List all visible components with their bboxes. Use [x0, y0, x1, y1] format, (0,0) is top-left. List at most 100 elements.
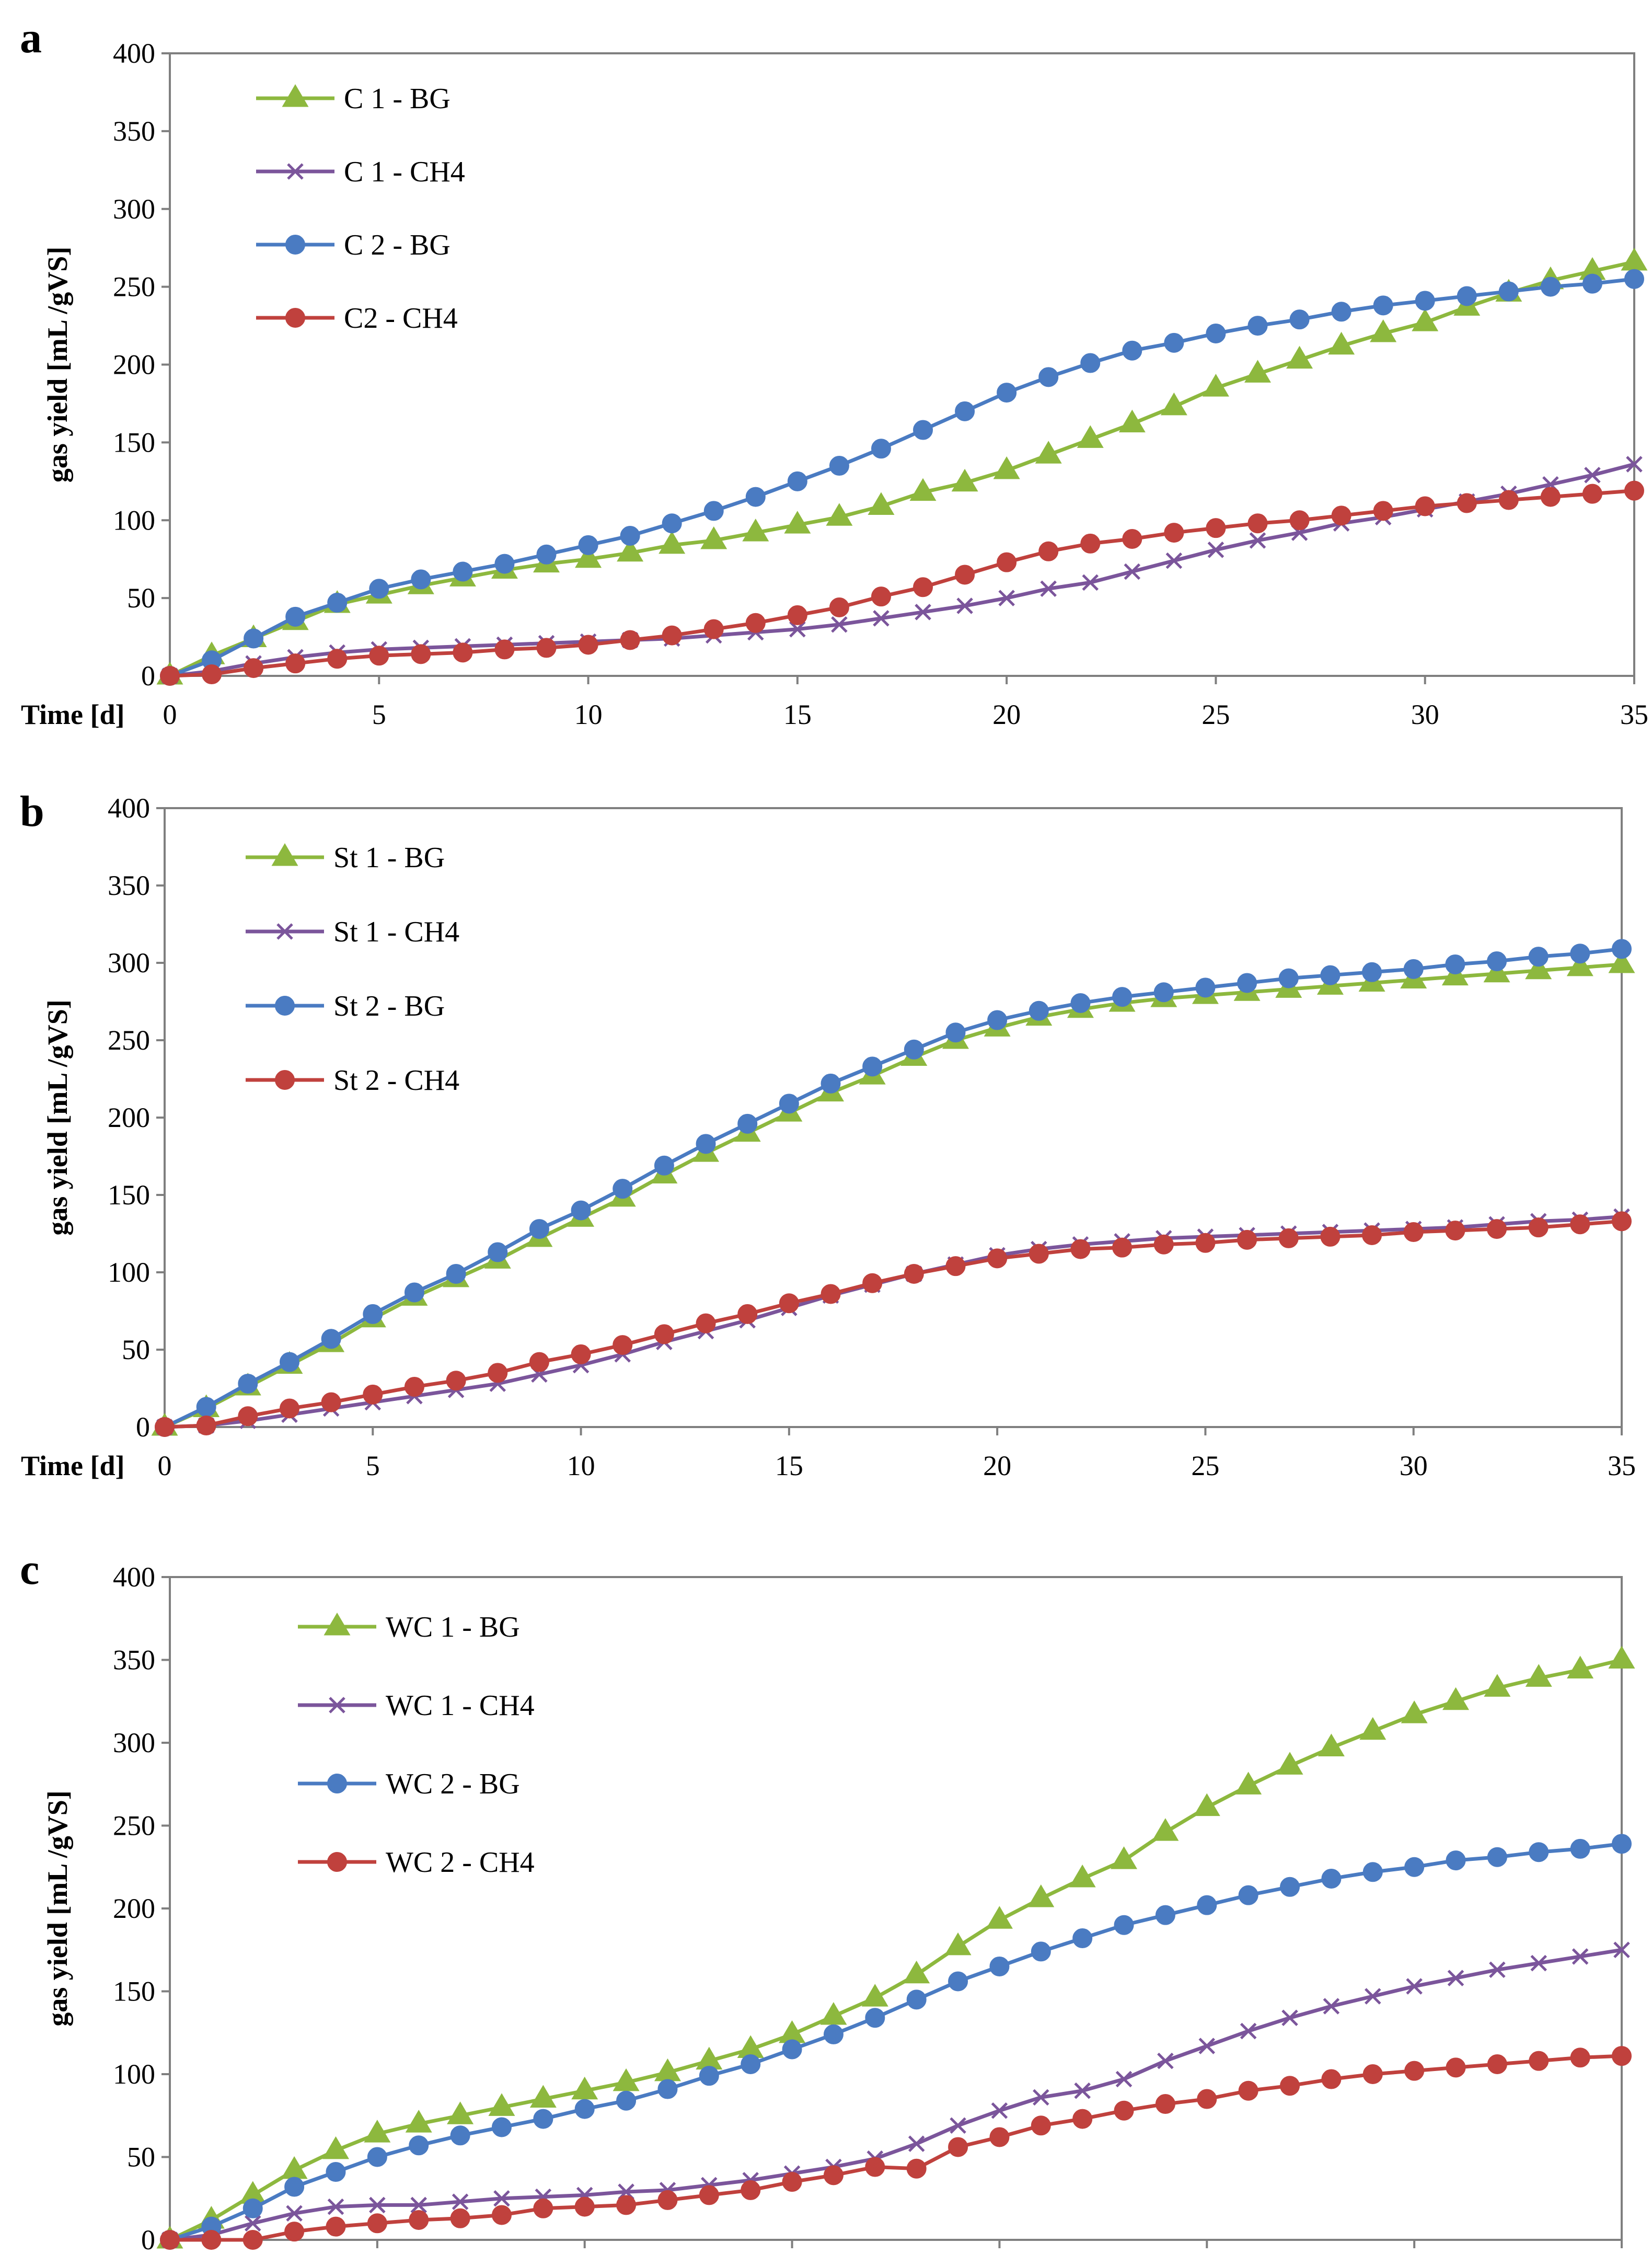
data-point	[1487, 1847, 1507, 1867]
data-point	[1122, 340, 1142, 361]
y-tick-label: 200	[113, 1893, 155, 1924]
data-point	[1608, 1646, 1635, 1669]
data-point	[1487, 2054, 1507, 2074]
data-point	[1362, 1862, 1383, 1882]
data-point	[904, 1039, 924, 1060]
legend-label: WC 2 - CH4	[386, 1846, 535, 1879]
legend-swatch-marker	[287, 163, 304, 180]
data-point	[1112, 1237, 1133, 1258]
data-point	[1320, 965, 1341, 985]
legend-item: WC 2 - CH4	[298, 1846, 535, 1879]
legend-swatch-marker	[271, 843, 298, 866]
data-point	[1198, 2038, 1216, 2054]
data-point	[1157, 2052, 1174, 2069]
data-point	[409, 2210, 429, 2230]
data-point	[321, 1329, 341, 1349]
data-point	[826, 503, 853, 526]
data-point	[737, 1113, 758, 1134]
data-point	[1570, 2048, 1590, 2068]
data-point	[529, 1352, 549, 1372]
legend-swatch-marker	[282, 84, 309, 107]
data-point	[578, 535, 598, 555]
data-point	[1318, 1733, 1345, 1757]
data-point	[1033, 2089, 1049, 2106]
data-point	[574, 2196, 595, 2217]
data-point	[1320, 1226, 1341, 1247]
data-point	[1155, 2094, 1175, 2114]
data-point	[244, 658, 264, 678]
data-point	[1197, 2089, 1217, 2109]
data-point	[1152, 1818, 1179, 1841]
data-point	[1244, 360, 1271, 383]
data-point	[1359, 1717, 1387, 1740]
data-point	[620, 526, 640, 546]
data-point	[1608, 950, 1635, 973]
series-line	[169, 1948, 1622, 2242]
y-axis-title: gas yield [mL /gVS]	[42, 1790, 73, 2027]
data-point	[997, 552, 1017, 572]
data-point	[1457, 493, 1477, 513]
data-point	[453, 642, 473, 663]
data-point	[1489, 1961, 1506, 1979]
data-point	[1247, 316, 1268, 336]
data-point	[1498, 281, 1519, 302]
data-point	[411, 644, 431, 664]
data-point	[369, 579, 389, 599]
legend-item: St 1 - CH4	[246, 916, 459, 948]
legend-item: C 2 - BG	[256, 229, 450, 261]
data-point	[998, 590, 1015, 606]
data-point	[1446, 2057, 1466, 2078]
data-point	[993, 456, 1020, 479]
panel-b: b 0 50 100 150 200 250 300 350 400 0 5 10 15 20 25 30 35 T…	[20, 787, 1636, 1481]
data-point	[1613, 1941, 1630, 1959]
data-point	[784, 511, 811, 534]
y-tick-label: 150	[108, 1179, 150, 1211]
data-point	[410, 2196, 427, 2214]
data-point	[160, 2230, 180, 2250]
data-point	[703, 619, 724, 639]
data-point	[1406, 1978, 1423, 1995]
x-axis-title: Time [d]	[21, 699, 125, 730]
data-point	[488, 2093, 515, 2116]
y-tick-label: 50	[127, 582, 155, 614]
data-point	[823, 2165, 844, 2186]
data-point	[1289, 309, 1310, 330]
data-point	[447, 2101, 474, 2124]
data-point	[1153, 982, 1174, 1003]
data-point	[1153, 1234, 1174, 1255]
series-line	[164, 962, 1622, 1429]
y-tick-label: 100	[108, 1257, 150, 1288]
data-point	[1027, 1884, 1055, 1907]
data-point	[1540, 487, 1561, 507]
legend-label: St 1 - BG	[333, 842, 445, 874]
data-point	[1582, 273, 1602, 294]
data-point	[662, 513, 682, 534]
data-point	[1237, 973, 1257, 993]
data-point	[367, 2147, 387, 2167]
data-point	[904, 1263, 924, 1284]
data-point	[737, 1304, 758, 1324]
y-tick-label: 0	[141, 2224, 155, 2256]
data-point	[1404, 2061, 1425, 2081]
data-point	[1165, 552, 1183, 569]
data-point	[662, 625, 682, 646]
data-point	[906, 2158, 927, 2179]
data-point	[1195, 977, 1216, 998]
data-point	[906, 1989, 927, 2010]
data-point	[873, 610, 889, 627]
data-point	[533, 2109, 553, 2129]
legend-item: C2 - CH4	[256, 302, 458, 335]
legend-item: C 1 - CH4	[256, 156, 465, 188]
x-tick-label: 15	[778, 2263, 806, 2266]
data-point	[1412, 308, 1439, 331]
data-point	[453, 561, 473, 582]
data-point	[1403, 959, 1424, 979]
data-point	[787, 471, 807, 491]
x-tick-label: 10	[571, 2263, 599, 2266]
data-point	[989, 2127, 1010, 2147]
data-point	[945, 1256, 966, 1276]
data-point	[1621, 248, 1648, 271]
data-point	[955, 401, 975, 421]
data-point	[779, 1094, 799, 1114]
data-point	[1206, 323, 1226, 343]
